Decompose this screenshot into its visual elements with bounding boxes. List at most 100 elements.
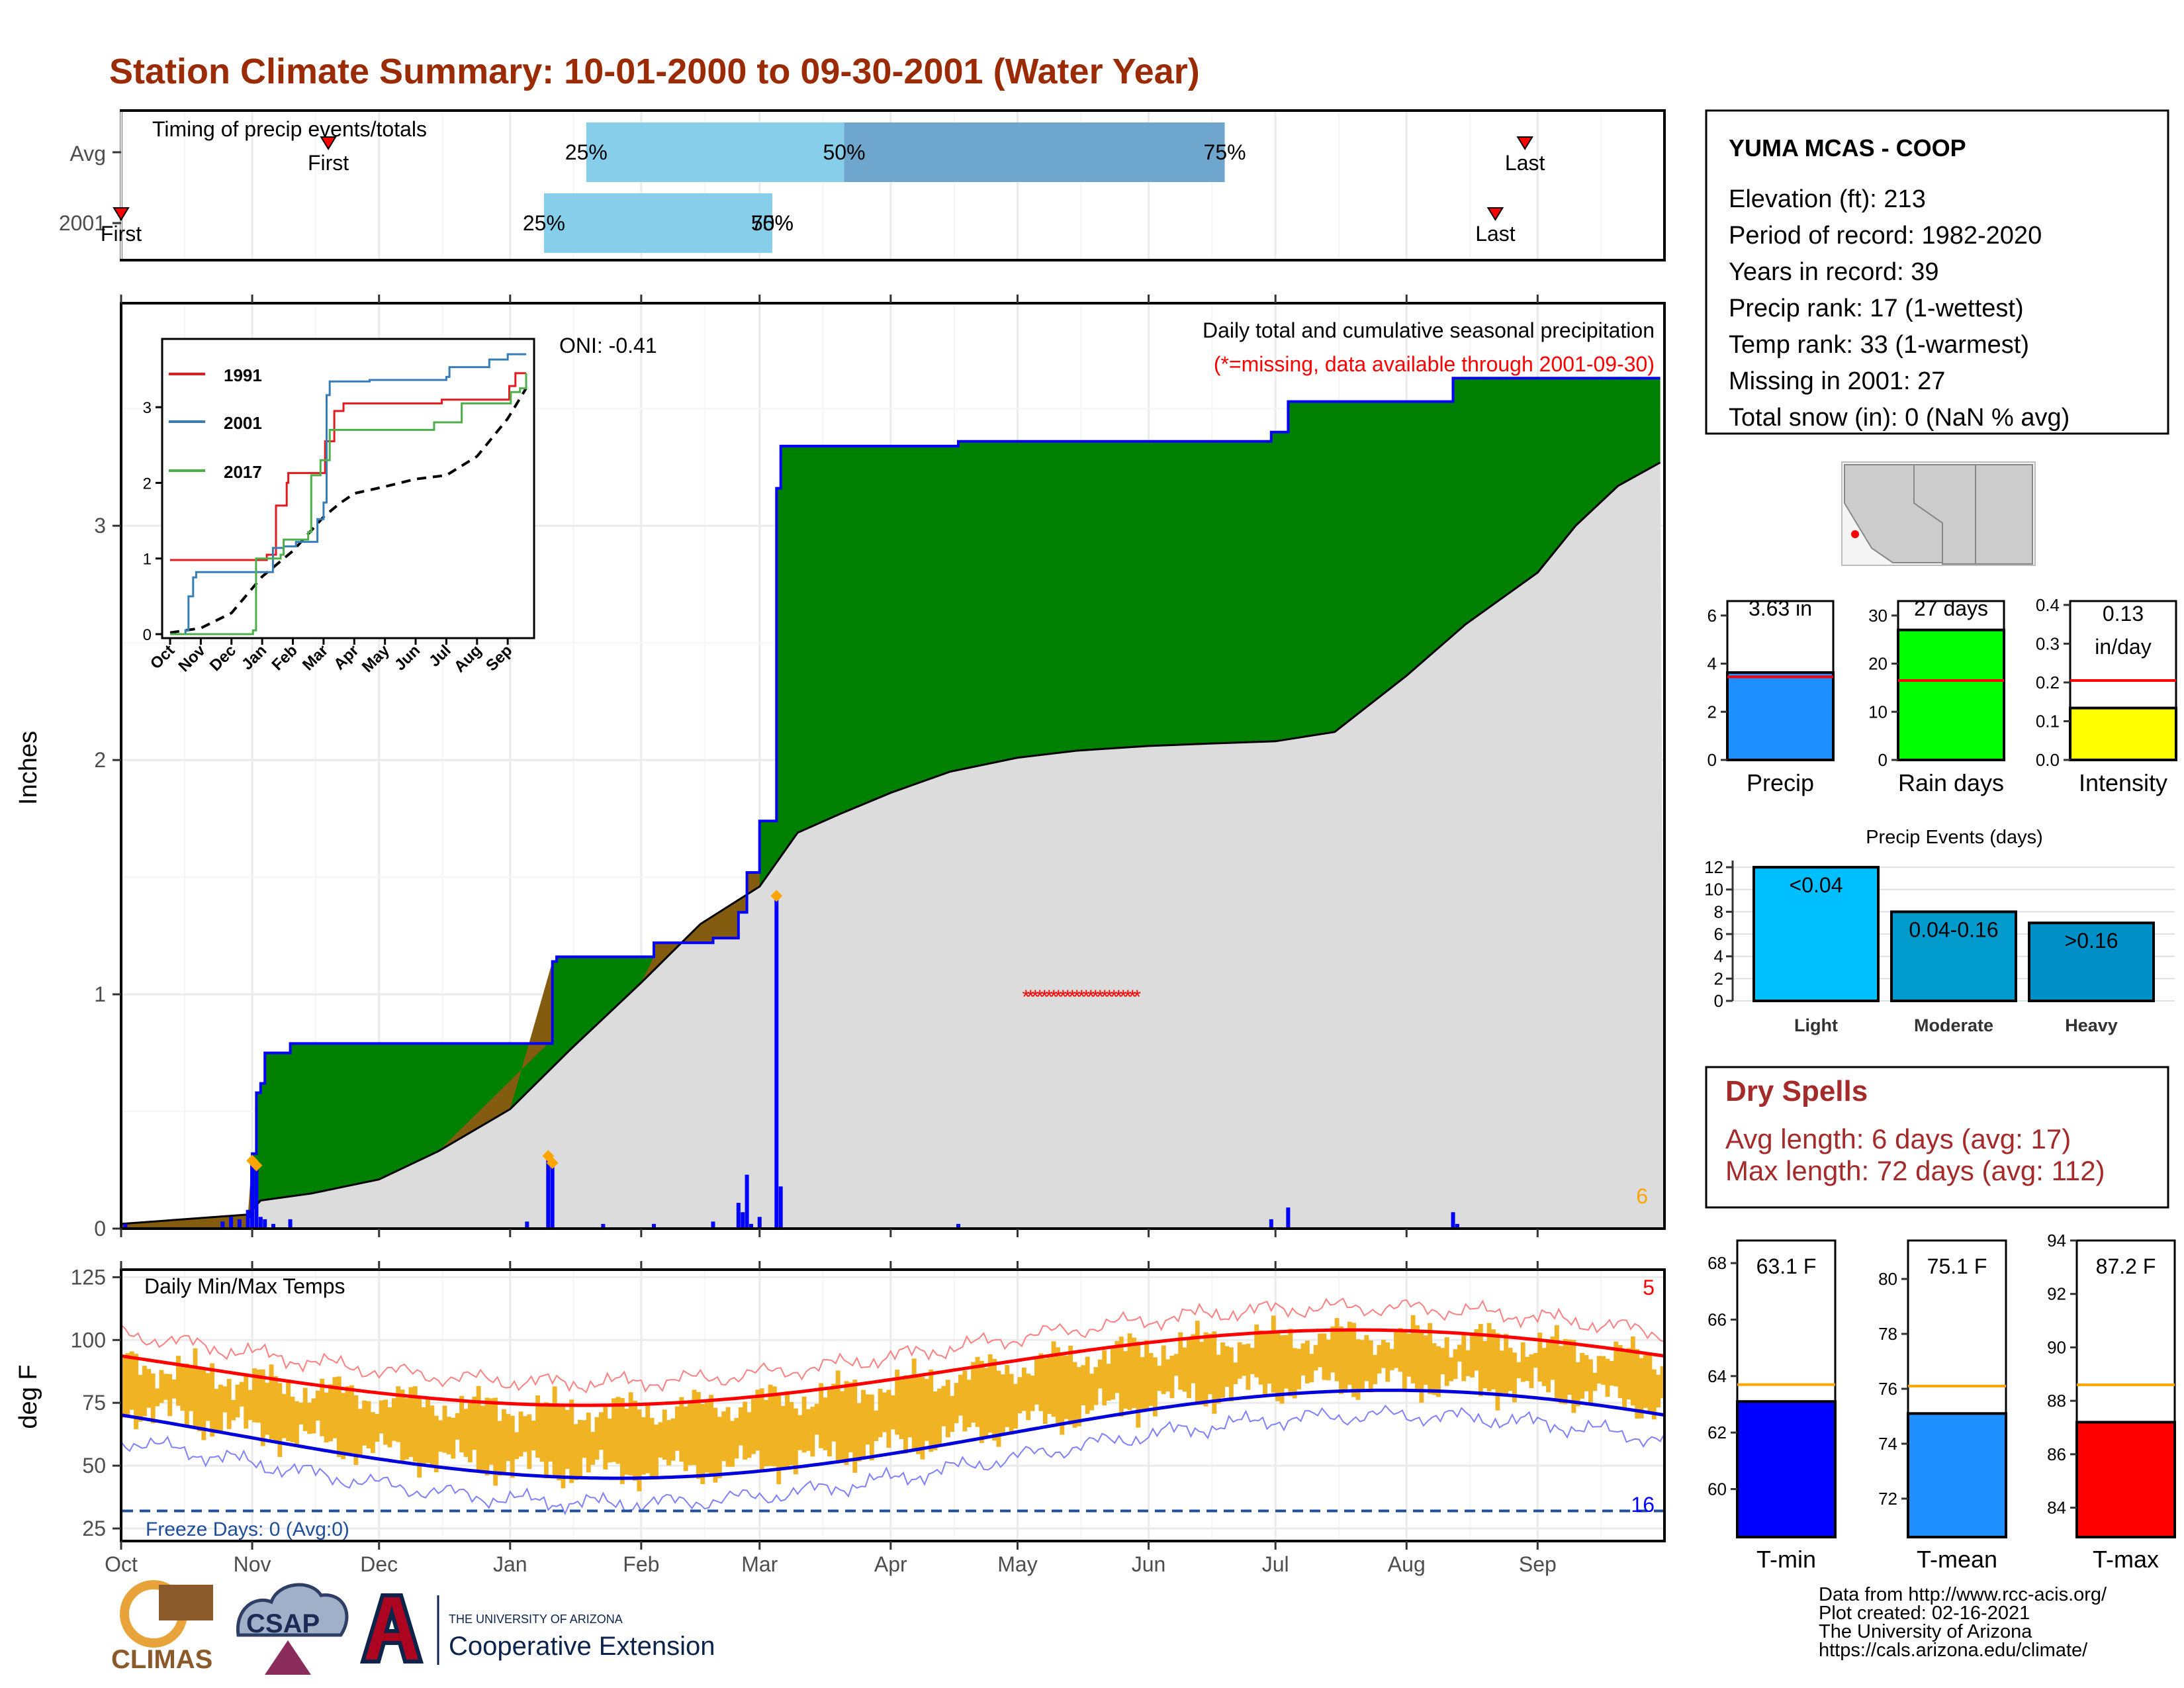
temp-y-tick-label-2: 75 <box>82 1391 106 1415</box>
temp-bar-tick-label-1-1: 74 <box>1878 1434 1897 1454</box>
hot-days-count: 5 <box>1643 1276 1655 1299</box>
daily-temp-range-bar-323 <box>1486 1323 1492 1392</box>
daily-temp-range-bar-263 <box>1233 1362 1238 1384</box>
daily-temp-range-bar-293 <box>1359 1340 1365 1391</box>
daily-temp-range-bar-138 <box>704 1400 709 1473</box>
daily-temp-range-bar-269 <box>1258 1330 1263 1385</box>
daily-precip-bar-24 <box>956 1223 961 1229</box>
daily-temp-range-bar-285 <box>1326 1339 1331 1381</box>
temp-bar-tick-label-0-1: 62 <box>1707 1423 1727 1442</box>
above-average-area <box>121 378 1661 1229</box>
daily-temp-range-bar-150 <box>755 1389 760 1451</box>
daily-temp-range-bar-286 <box>1330 1326 1336 1373</box>
legend-label-2017: 2017 <box>224 462 262 482</box>
missing-mark-12: * <box>1077 986 1085 1008</box>
daily-temp-range-bar-61 <box>379 1400 384 1434</box>
month-label-0: Oct <box>105 1552 138 1576</box>
daily-temp-range-bar-77 <box>446 1417 451 1455</box>
daily-temp-range-bar-345 <box>1580 1352 1585 1399</box>
freeze-days-label: Freeze Days: 0 (Avg:0) <box>146 1519 349 1540</box>
timing-row-2001: 2001 <box>59 211 106 235</box>
daily-temp-range-bar-8 <box>155 1388 160 1407</box>
daily-temp-range-bar-131 <box>674 1406 680 1451</box>
cumulative-average-area <box>121 462 1664 1229</box>
daily-temp-range-bar-290 <box>1347 1321 1352 1385</box>
missing-mark-10: * <box>1068 986 1076 1008</box>
summary-value-label-0: 3.63 in <box>1749 596 1812 620</box>
missing-mark-4: * <box>1040 986 1048 1008</box>
daily-temp-range-bar-125 <box>649 1418 655 1477</box>
inset-y-tick-label-3: 3 <box>143 399 152 417</box>
daily-temp-range-bar-307 <box>1419 1331 1424 1403</box>
daily-temp-range-bar-69 <box>412 1386 418 1462</box>
daily-temp-range-bar-172 <box>848 1382 853 1452</box>
credits: Data from http://www.rcc-acis.org/ Plot … <box>1819 1584 2107 1661</box>
daily-temp-range-bar-25 <box>226 1379 232 1429</box>
daily-temp-range-bar-192 <box>933 1391 938 1450</box>
dry-spells-box: Dry Spells Avg length: 6 days (avg: 17) … <box>1705 1066 2169 1209</box>
daily-temp-range-bar-230 <box>1093 1367 1099 1405</box>
daily-temp-range-bar-173 <box>852 1380 858 1473</box>
daily-temp-range-bar-287 <box>1334 1318 1340 1382</box>
daily-temp-range-bar-346 <box>1584 1355 1589 1391</box>
daily-precip-bar-5 <box>250 1160 255 1229</box>
daily-temp-range-bar-58 <box>366 1401 371 1449</box>
daily-temp-range-bar-265 <box>1242 1344 1246 1376</box>
events-tick-label-6: 12 <box>1704 857 1723 877</box>
daily-temp-range-bar-334 <box>1533 1352 1538 1368</box>
daily-temp-range-bar-11 <box>167 1374 173 1417</box>
daily-temp-range-bar-299 <box>1385 1342 1390 1382</box>
daily-temp-range-bar-33 <box>260 1369 265 1446</box>
daily-temp-range-bar-282 <box>1313 1344 1318 1371</box>
temp-bar-0 <box>1736 1400 1837 1538</box>
daily-temp-range-bar-184 <box>899 1377 904 1439</box>
daily-temp-range-bar-338 <box>1550 1336 1555 1380</box>
daily-temp-range-bar-38 <box>281 1393 287 1438</box>
missing-mark-3: * <box>1036 986 1044 1008</box>
max-event-marker-3 <box>546 1156 559 1169</box>
daily-temp-range-bar-242 <box>1144 1340 1150 1410</box>
daily-temp-range-bar-281 <box>1309 1354 1314 1383</box>
daily-temp-range-bar-155 <box>776 1393 782 1485</box>
daily-temp-range-bar-212 <box>1017 1377 1023 1414</box>
daily-temp-range-bar-12 <box>171 1379 177 1399</box>
daily-temp-range-bar-297 <box>1377 1344 1382 1374</box>
daily-temp-range-bar-249 <box>1173 1354 1179 1376</box>
missing-mark-22: * <box>1124 986 1132 1008</box>
daily-temp-range-bar-333 <box>1529 1354 1534 1388</box>
daily-temp-range-bar-14 <box>180 1364 185 1411</box>
daily-temp-range-bar-145 <box>734 1418 739 1459</box>
summary-tick-label-0-1: 2 <box>1707 702 1717 722</box>
daily-temp-range-bar-124 <box>645 1405 651 1474</box>
daily-temp-range-bar-262 <box>1228 1347 1234 1402</box>
climas-logo: CLIMAS <box>111 1580 213 1674</box>
daily-temp-range-bar-226 <box>1076 1367 1081 1427</box>
daily-precip-bar-13 <box>550 1162 555 1229</box>
daily-temp-range-bar-233 <box>1106 1364 1111 1401</box>
daily-temp-range-bar-240 <box>1136 1341 1141 1428</box>
avg-quartile-bar-0 <box>586 122 844 182</box>
daily-precip-bar-19 <box>745 1174 749 1229</box>
daily-temp-range-bar-335 <box>1537 1333 1543 1382</box>
daily-temp-range-bar-60 <box>375 1414 380 1442</box>
summary-tick-label-1-3: 30 <box>1868 606 1888 626</box>
daily-temp-range-bar-147 <box>743 1401 748 1460</box>
ua-big-text: Cooperative Extension <box>449 1632 715 1661</box>
daily-temp-range-bar-268 <box>1254 1324 1259 1378</box>
inset-1991-line <box>170 372 526 561</box>
summary-tick-label-1-0: 0 <box>1878 750 1888 770</box>
daily-temp-range-bar-339 <box>1554 1325 1559 1401</box>
daily-temp-range-bar-159 <box>793 1408 798 1475</box>
daily-temp-range-bar-101 <box>548 1405 553 1462</box>
daily-temp-range-bar-161 <box>801 1396 807 1453</box>
summary-tick-label-0-0: 0 <box>1707 750 1717 770</box>
daily-temp-range-bar-39 <box>286 1380 291 1441</box>
summary-value-label-2: 0.13 <box>2103 602 2144 626</box>
daily-temp-range-bar-4 <box>138 1375 143 1422</box>
events-bar-2 <box>2028 921 2155 1002</box>
daily-temp-range-bar-248 <box>1169 1355 1175 1399</box>
daily-temp-range-bar-73 <box>430 1405 435 1466</box>
events-bar-label-0: <0.04 <box>1790 873 1843 897</box>
daily-temp-range-bar-92 <box>510 1415 515 1478</box>
daily-temp-range-bar-53 <box>345 1386 350 1453</box>
